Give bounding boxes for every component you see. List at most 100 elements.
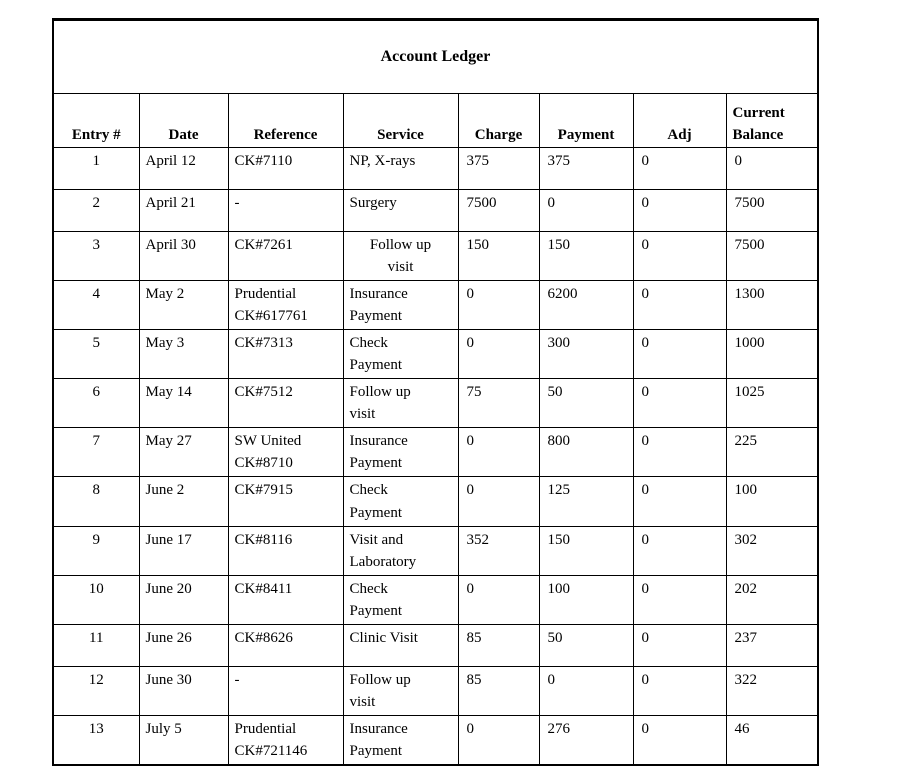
cell-reference: CK#8411 (227, 574, 344, 625)
column-header-charge: Charge (457, 93, 540, 148)
cell-balance: 46 (725, 714, 819, 766)
cell-reference: CK#7512 (227, 378, 344, 429)
cell-balance: 302 (725, 525, 819, 576)
cell-charge: 352 (457, 525, 540, 576)
cell-adj: 0 (632, 378, 727, 429)
cell-charge: 85 (457, 623, 540, 667)
cell-entry: 12 (52, 665, 140, 716)
cell-charge: 0 (457, 714, 540, 766)
cell-balance: 1300 (725, 280, 819, 331)
column-header-date: Date (138, 93, 229, 148)
cell-date: June 17 (138, 525, 229, 576)
cell-reference: CK#7261 (227, 230, 344, 282)
table-row: 13 July 5 Prudential CK#721146 Insurance Pa… (52, 714, 819, 766)
cell-adj: 0 (632, 525, 727, 576)
cell-date: June 26 (138, 623, 229, 667)
cell-entry: 10 (52, 574, 140, 625)
cell-date: July 5 (138, 714, 229, 766)
table-row: 6 May 14 CK#7512 Follow up visit 75 50 0 1025 (52, 378, 819, 429)
cell-charge: 75 (457, 378, 540, 429)
cell-charge: 0 (457, 329, 540, 380)
cell-entry: 8 (52, 476, 140, 527)
cell-charge: 0 (457, 476, 540, 527)
cell-payment: 375 (538, 147, 634, 190)
cell-service: Insurance Payment (342, 280, 459, 331)
cell-reference: Prudential CK#617761 (227, 280, 344, 331)
cell-charge: 0 (457, 427, 540, 478)
cell-date: April 30 (138, 230, 229, 282)
cell-reference: SW United CK#8710 (227, 427, 344, 478)
cell-balance: 1000 (725, 329, 819, 380)
cell-balance: 322 (725, 665, 819, 716)
cell-service: Insurance Payment (342, 714, 459, 766)
table-row: 8 June 2 CK#7915 Check Payment 0 125 0 100 (52, 476, 819, 527)
column-header-payment: Payment (538, 93, 634, 148)
cell-service: Surgery (342, 189, 459, 232)
cell-payment: 300 (538, 329, 634, 380)
cell-entry: 7 (52, 427, 140, 478)
cell-adj: 0 (632, 280, 727, 331)
account-ledger-table: Account Ledger Entry # Date Reference Se… (52, 18, 820, 766)
cell-adj: 0 (632, 665, 727, 716)
cell-service: Check Payment (342, 574, 459, 625)
table-row: 12 June 30- Follow up visit 85 0 0 322 (52, 665, 819, 716)
cell-adj: 0 (632, 230, 727, 282)
cell-entry: 3 (52, 230, 140, 282)
cell-service: Clinic Visit (342, 623, 459, 667)
table-row: 1 April 12 CK#7110 NP, X-rays 375 375 0 0 (52, 147, 819, 190)
cell-entry: 11 (52, 623, 140, 667)
table-row: 3 April 30 CK#7261 Follow up visit 150 150 0 75… (52, 230, 819, 282)
cell-date: June 20 (138, 574, 229, 625)
cell-payment: 276 (538, 714, 634, 766)
table-row: 7 May 27 SW United CK#8710 Insurance Paymen… (52, 427, 819, 478)
cell-balance: 7500 (725, 189, 819, 232)
cell-date: May 27 (138, 427, 229, 478)
cell-entry: 13 (52, 714, 140, 766)
cell-date: April 12 (138, 147, 229, 190)
cell-balance: 202 (725, 574, 819, 625)
cell-charge: 0 (457, 280, 540, 331)
cell-service: Check Payment (342, 329, 459, 380)
cell-charge: 85 (457, 665, 540, 716)
table-row: 11 June 26 CK#8626 Clinic Visit 85 50 0 237 (52, 623, 819, 667)
cell-charge: 150 (457, 230, 540, 282)
cell-date: May 14 (138, 378, 229, 429)
column-header-service: Service (342, 93, 459, 148)
cell-entry: 5 (52, 329, 140, 380)
cell-service: Follow up visit (342, 665, 459, 716)
cell-payment: 150 (538, 230, 634, 282)
cell-payment: 100 (538, 574, 634, 625)
cell-date: June 30 (138, 665, 229, 716)
cell-balance: 1025 (725, 378, 819, 429)
cell-balance: 7500 (725, 230, 819, 282)
table-row: 9 June 17 CK#8116 Visit and Laboratory 352 15… (52, 525, 819, 576)
cell-payment: 0 (538, 189, 634, 232)
cell-reference: CK#7110 (227, 147, 344, 190)
cell-entry: 6 (52, 378, 140, 429)
cell-service: Visit and Laboratory (342, 525, 459, 576)
table-row: 10 June 20 CK#8411 Check Payment 0 100 0 202 (52, 574, 819, 625)
cell-charge: 7500 (457, 189, 540, 232)
table-row: 4 May 2 Prudential CK#617761 Insurance Paym… (52, 280, 819, 331)
cell-payment: 125 (538, 476, 634, 527)
cell-payment: 0 (538, 665, 634, 716)
cell-adj: 0 (632, 329, 727, 380)
cell-entry: 9 (52, 525, 140, 576)
cell-adj: 0 (632, 147, 727, 190)
cell-balance: 237 (725, 623, 819, 667)
cell-service: NP, X-rays (342, 147, 459, 190)
cell-date: May 2 (138, 280, 229, 331)
cell-service: Follow up visit (342, 230, 459, 282)
ledger-body: 1 April 12 CK#7110 NP, X-rays 375 375 0 0 2 April… (52, 147, 819, 766)
cell-adj: 0 (632, 623, 727, 667)
cell-reference: - (227, 189, 344, 232)
cell-date: May 3 (138, 329, 229, 380)
page: { "page": { "background": "#ffffff", "te… (52, 18, 820, 766)
cell-date: April 21 (138, 189, 229, 232)
cell-balance: 100 (725, 476, 819, 527)
table-row: 2 April 21- Surgery 7500 0 0 7500 (52, 189, 819, 232)
cell-payment: 150 (538, 525, 634, 576)
cell-payment: 6200 (538, 280, 634, 331)
table-row: 5 May 3 CK#7313 Check Payment 0 300 0 1000 (52, 329, 819, 380)
cell-charge: 0 (457, 574, 540, 625)
